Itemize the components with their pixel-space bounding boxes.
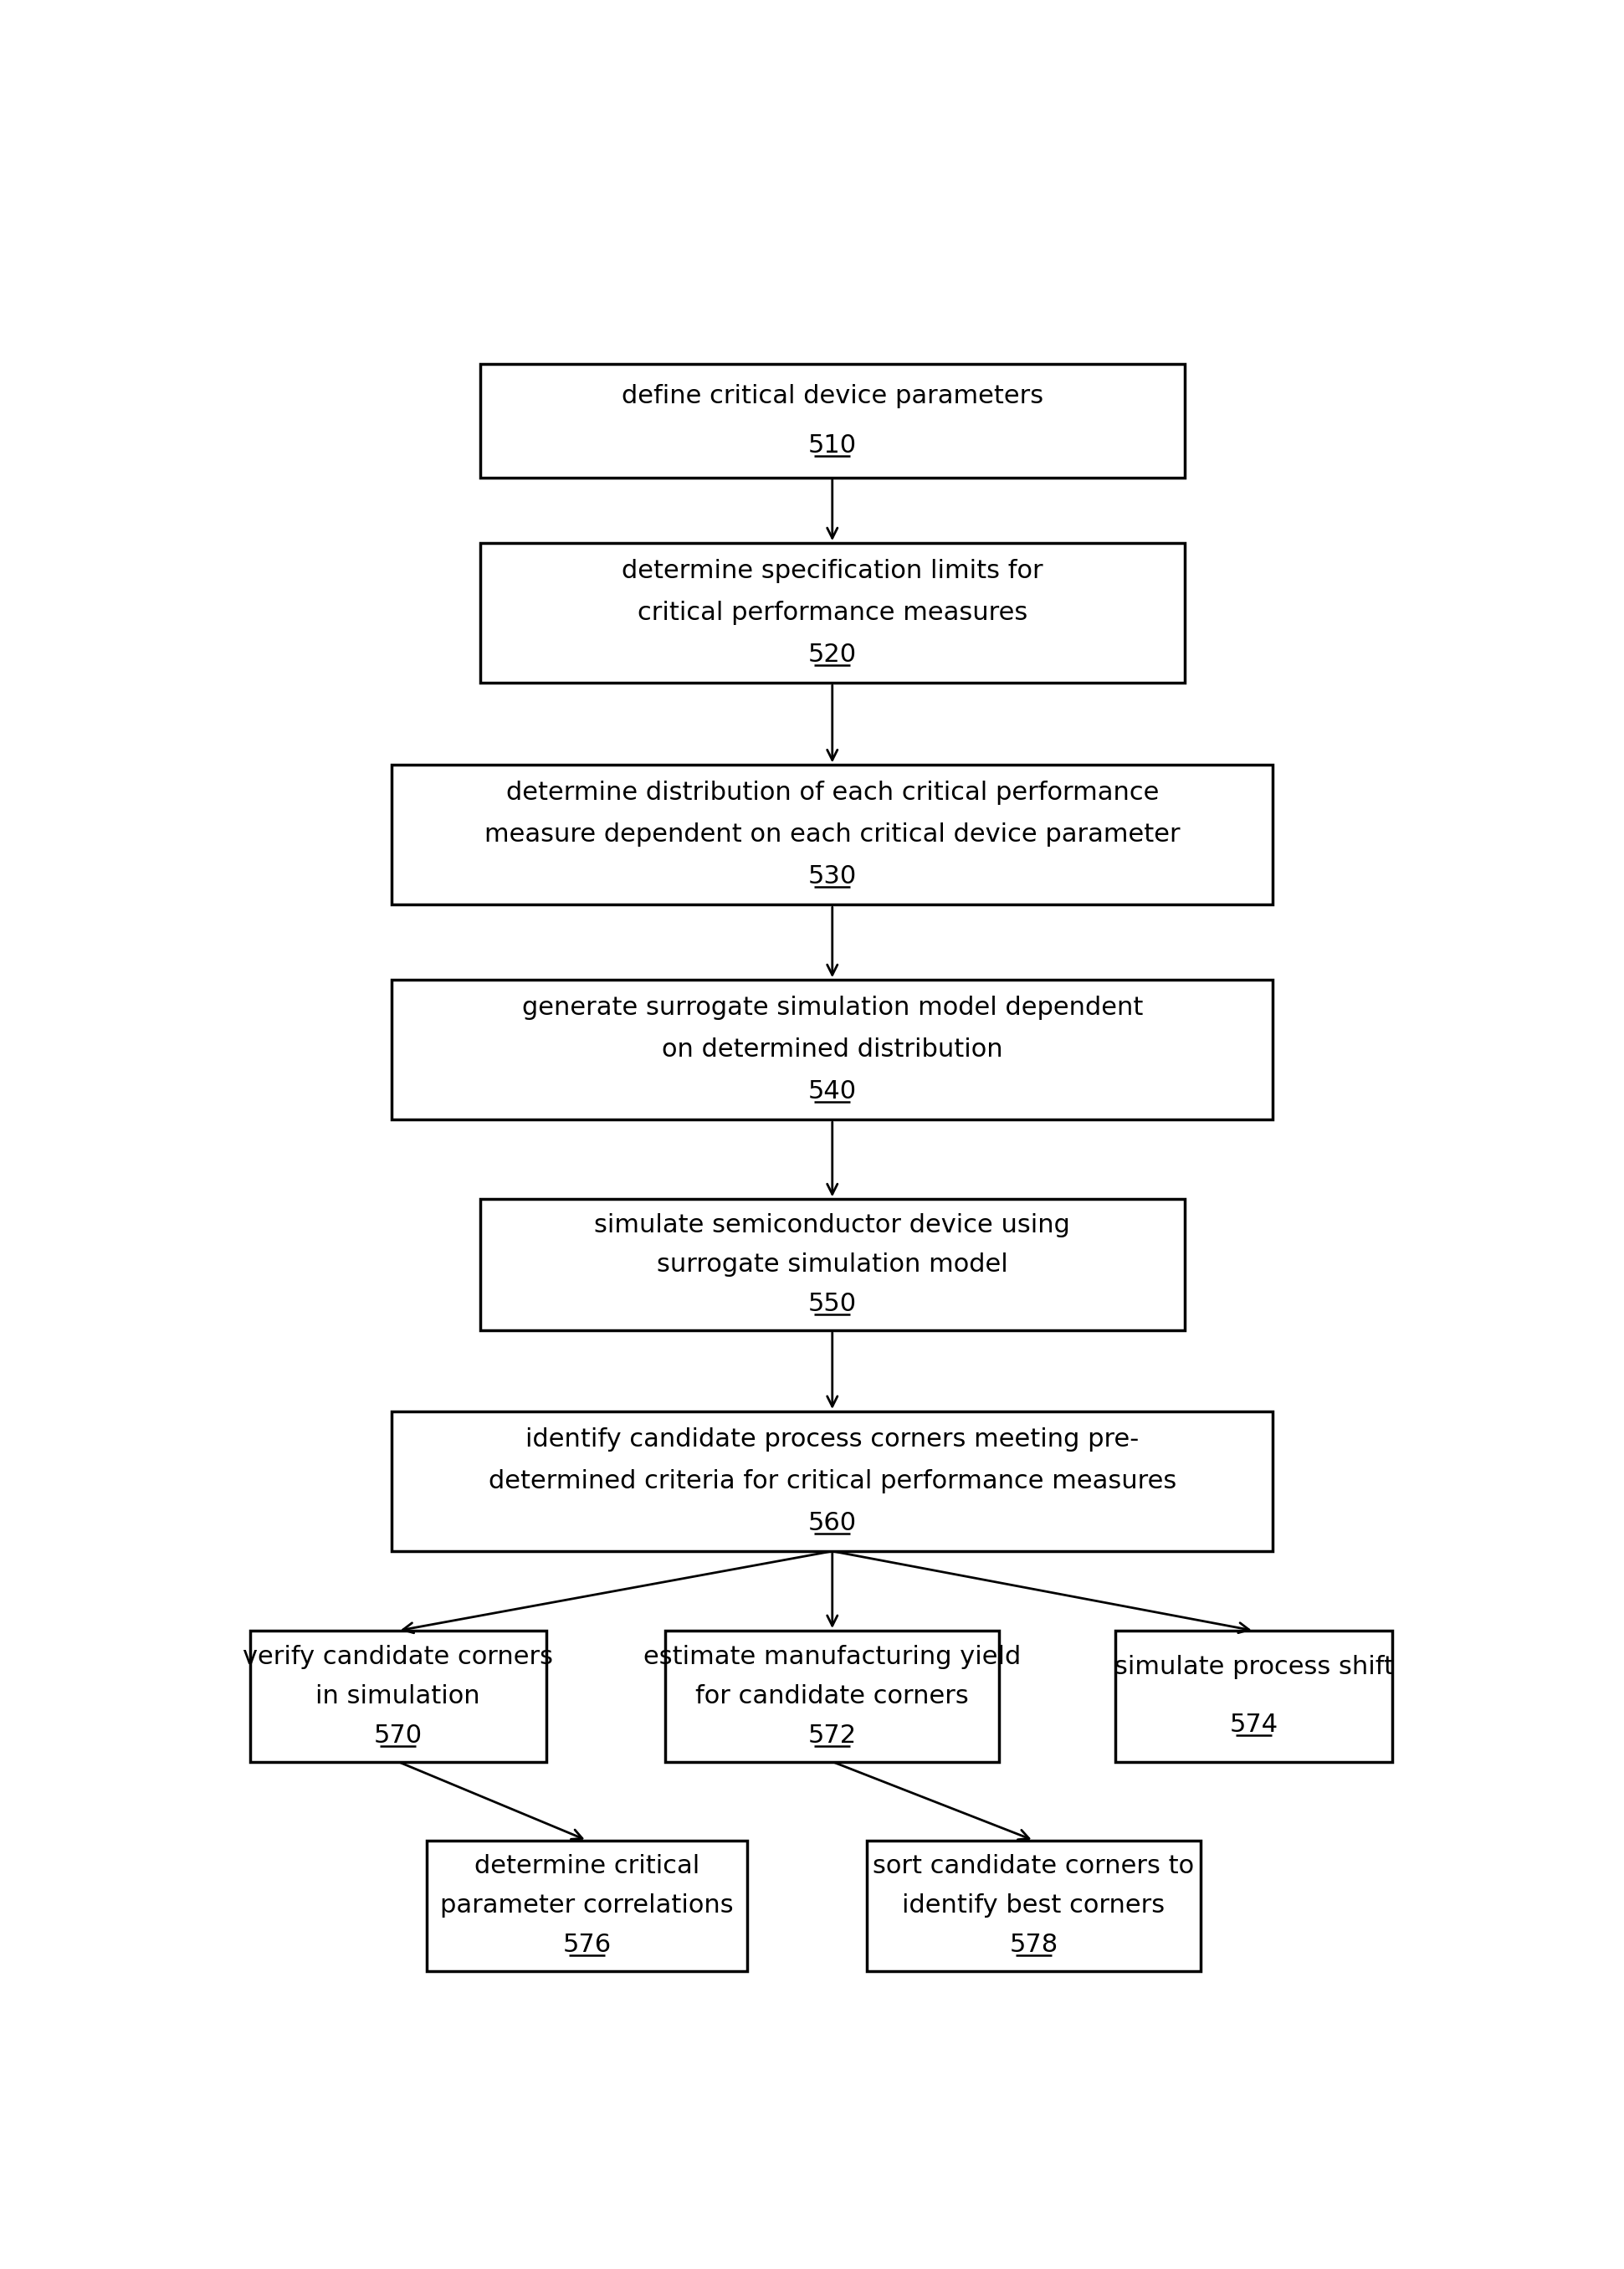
Bar [867, 1840, 1200, 1972]
Bar [481, 363, 1186, 476]
Text: estimate manufacturing yield: estimate manufacturing yield [643, 1645, 1021, 1670]
Text: 578: 578 [1009, 1933, 1059, 1958]
Text: 574: 574 [1229, 1713, 1278, 1738]
Text: parameter correlations: parameter correlations [440, 1895, 734, 1917]
Bar [1116, 1631, 1392, 1761]
Text: 560: 560 [809, 1511, 856, 1536]
Text: identify best corners: identify best corners [903, 1895, 1164, 1917]
Bar [481, 1198, 1186, 1330]
Text: simulate semiconductor device using: simulate semiconductor device using [594, 1214, 1070, 1237]
Bar [481, 542, 1186, 683]
Text: 570: 570 [374, 1724, 422, 1747]
Text: determine critical: determine critical [474, 1854, 700, 1879]
Text: 510: 510 [809, 433, 856, 458]
Text: determine distribution of each critical performance: determine distribution of each critical … [505, 781, 1160, 805]
Bar [427, 1840, 747, 1972]
Text: generate surrogate simulation model dependent: generate surrogate simulation model depe… [521, 996, 1143, 1021]
Text: 530: 530 [807, 864, 857, 889]
Text: 572: 572 [809, 1724, 856, 1747]
Bar [250, 1631, 546, 1761]
Text: identify candidate process corners meeting pre-: identify candidate process corners meeti… [526, 1427, 1138, 1452]
Text: 540: 540 [809, 1080, 856, 1103]
Bar [391, 765, 1273, 905]
Text: 576: 576 [562, 1933, 611, 1958]
Text: sort candidate corners to: sort candidate corners to [874, 1854, 1194, 1879]
Bar [391, 1411, 1273, 1552]
Text: 520: 520 [809, 642, 856, 667]
Bar [391, 980, 1273, 1119]
Text: surrogate simulation model: surrogate simulation model [656, 1252, 1009, 1277]
Text: simulate process shift: simulate process shift [1114, 1654, 1393, 1679]
Text: define critical device parameters: define critical device parameters [622, 383, 1043, 408]
Text: determined criteria for critical performance measures: determined criteria for critical perform… [489, 1468, 1176, 1493]
Text: in simulation: in simulation [315, 1684, 481, 1709]
Text: determine specification limits for: determine specification limits for [622, 558, 1043, 583]
Text: critical performance measures: critical performance measures [637, 601, 1028, 624]
Text: for candidate corners: for candidate corners [695, 1684, 970, 1709]
Text: verify candidate corners: verify candidate corners [244, 1645, 554, 1670]
Text: 550: 550 [809, 1291, 856, 1316]
Bar [666, 1631, 999, 1761]
Text: measure dependent on each critical device parameter: measure dependent on each critical devic… [484, 824, 1181, 846]
Text: on determined distribution: on determined distribution [661, 1037, 1004, 1062]
